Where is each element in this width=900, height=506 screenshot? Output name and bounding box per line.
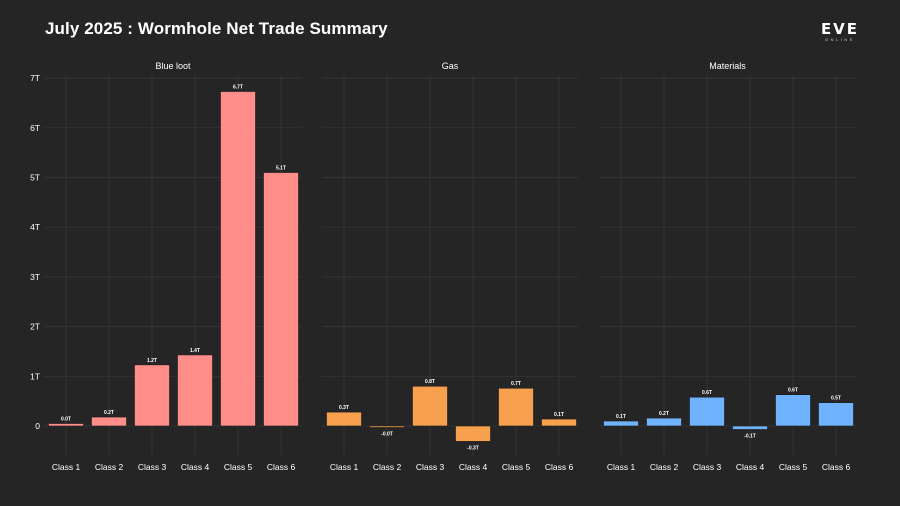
bar-value-label: 1.4T xyxy=(190,348,200,354)
bar xyxy=(412,385,448,427)
bar-value-label: 0.2T xyxy=(659,411,669,417)
y-tick-label: 0 xyxy=(35,421,40,431)
y-tick-label: 4T xyxy=(30,222,40,232)
x-tick-label: Class 4 xyxy=(459,462,488,472)
bar xyxy=(220,91,256,427)
x-tick-label: Class 4 xyxy=(736,462,765,472)
bar-value-label: 0.1T xyxy=(616,414,626,420)
facet-title: Materials xyxy=(709,61,746,71)
x-tick-label: Class 3 xyxy=(138,462,167,472)
eve-online-logo: EVE ONLINE xyxy=(812,22,868,46)
x-tick-label: Class 5 xyxy=(779,462,808,472)
x-tick-label: Class 2 xyxy=(95,462,124,472)
facet-title: Blue loot xyxy=(155,61,191,71)
x-tick-label: Class 2 xyxy=(650,462,679,472)
bar xyxy=(177,354,213,427)
bar xyxy=(646,417,682,427)
x-tick-label: Class 4 xyxy=(181,462,210,472)
y-tick-label: 6T xyxy=(30,123,40,133)
bar xyxy=(455,425,491,442)
chart-title: July 2025 : Wormhole Net Trade Summary xyxy=(45,19,388,38)
bar-value-label: 0.6T xyxy=(702,390,712,396)
x-tick-label: Class 6 xyxy=(545,462,574,472)
x-tick-label: Class 1 xyxy=(52,462,81,472)
x-tick-label: Class 1 xyxy=(330,462,359,472)
bar xyxy=(263,172,299,427)
bar-value-label: -0.0T xyxy=(381,431,393,437)
bar-value-label: 0.8T xyxy=(425,379,435,385)
bar xyxy=(48,423,84,427)
x-tick-label: Class 5 xyxy=(224,462,253,472)
bar xyxy=(818,402,854,427)
bar xyxy=(689,396,725,427)
bar xyxy=(91,416,127,427)
x-tick-label: Class 5 xyxy=(502,462,531,472)
bar-value-label: 0.7T xyxy=(511,381,521,387)
y-tick-label: 5T xyxy=(30,173,40,183)
facet-title: Gas xyxy=(442,61,459,71)
y-tick-label: 3T xyxy=(30,272,40,282)
bar-value-label: 0.6T xyxy=(788,388,798,394)
bar-value-label: 0.0T xyxy=(61,417,71,423)
x-tick-label: Class 6 xyxy=(822,462,851,472)
bar-value-label: 0.2T xyxy=(104,410,114,416)
bar xyxy=(775,394,811,427)
bar-value-label: -0.3T xyxy=(467,445,479,451)
x-tick-label: Class 1 xyxy=(607,462,636,472)
x-tick-label: Class 2 xyxy=(373,462,402,472)
bar-value-label: 0.3T xyxy=(339,405,349,411)
y-tick-label: 2T xyxy=(30,322,40,332)
bar-value-label: -0.1T xyxy=(744,433,756,439)
bar-value-label: 6.7T xyxy=(233,85,243,91)
bar xyxy=(369,425,405,428)
logo-subtext: ONLINE xyxy=(825,37,855,42)
bar-value-label: 0.1T xyxy=(554,412,564,418)
x-tick-label: Class 3 xyxy=(416,462,445,472)
bar xyxy=(541,418,577,427)
bar xyxy=(134,364,170,427)
bar-value-label: 0.5T xyxy=(831,396,841,402)
bar xyxy=(732,425,768,430)
logo-wordmark: EVE xyxy=(820,20,860,38)
y-tick-label: 1T xyxy=(30,371,40,381)
bar xyxy=(498,387,534,427)
x-tick-label: Class 3 xyxy=(693,462,722,472)
bar xyxy=(326,411,362,427)
x-tick-label: Class 6 xyxy=(267,462,296,472)
bar-value-label: 5.1T xyxy=(276,166,286,172)
bar xyxy=(603,420,639,427)
y-tick-label: 7T xyxy=(30,73,40,83)
bar-value-label: 1.2T xyxy=(147,358,157,364)
